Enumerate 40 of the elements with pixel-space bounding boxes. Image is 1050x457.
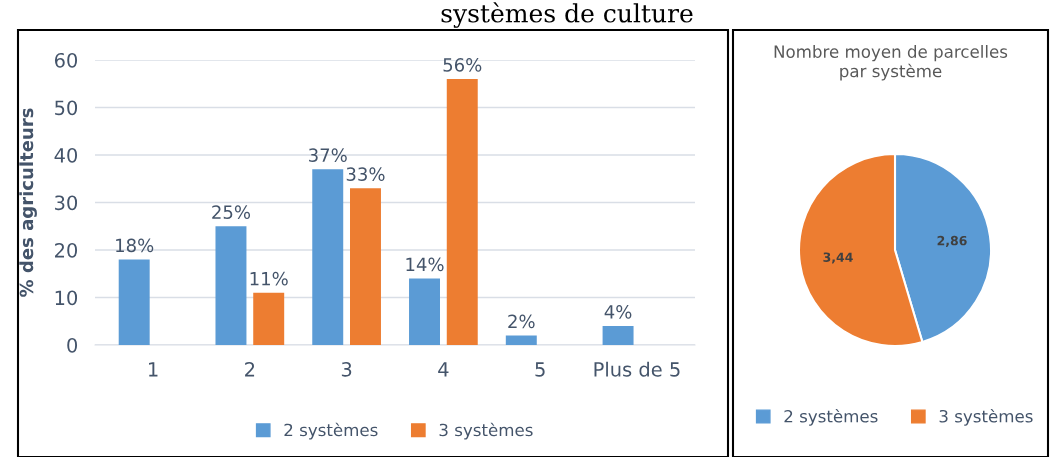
bar [215, 226, 247, 345]
data-label: 37% [309, 148, 347, 162]
text: systèmes de culture [441, 2, 693, 28]
bar [312, 169, 344, 345]
legend-label: 2 systèmes [284, 422, 378, 440]
legend-label: 3 systèmes [939, 409, 1033, 426]
x-tick-label: 5 [535, 362, 545, 377]
data-label: 33% [346, 167, 385, 181]
data-label: 3,44 [823, 252, 853, 264]
x-tick-label: 1 [149, 362, 158, 377]
y-tick-label: 40 [54, 147, 78, 163]
data-label: 14% [406, 257, 444, 272]
y-axis-title: % des agriculteurs [19, 108, 37, 297]
y-tick-label: 30 [55, 195, 78, 211]
x-tick-label: 2 [245, 362, 255, 377]
y-tick-label: 0 [67, 337, 78, 353]
data-label: 2% [508, 314, 535, 329]
bar [505, 335, 537, 345]
data-label: 56% [443, 58, 482, 72]
y-tick-label: 20 [55, 242, 78, 258]
y-tick-label: 60 [54, 52, 78, 68]
y-tick-label: 50 [55, 100, 78, 116]
legend-label: 3 systèmes [439, 422, 533, 440]
legend-label: 2 systèmes [784, 409, 878, 426]
data-label: 11% [250, 271, 288, 286]
data-label: 18% [116, 238, 154, 253]
x-tick-label: 4 [438, 362, 449, 377]
x-tick-label: Plus de 5 [594, 361, 680, 377]
x-tick-label: 3 [341, 362, 352, 377]
data-label: 4% [604, 305, 632, 319]
y-tick-label: 10 [55, 290, 78, 306]
data-label: 25% [212, 205, 251, 219]
bar [446, 79, 478, 345]
bar [350, 188, 381, 345]
bar [118, 259, 150, 345]
bar [253, 292, 285, 345]
bar [409, 278, 440, 345]
data-label: 2,86 [937, 235, 967, 247]
bar [602, 326, 634, 345]
chart-title: Nombre moyen de parcelles par système [774, 45, 1008, 81]
